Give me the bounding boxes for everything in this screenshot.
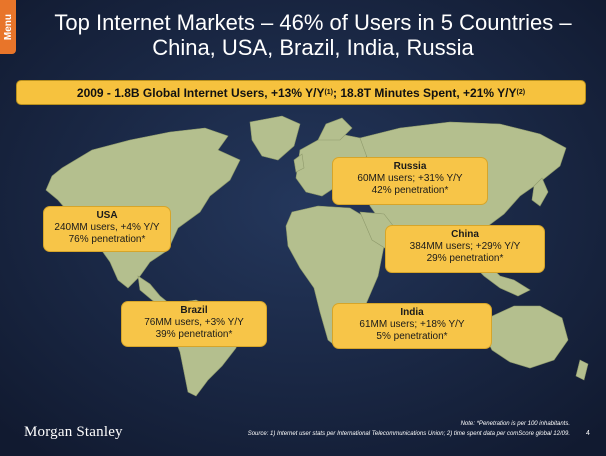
callout-usa: USA 240MM users, +4% Y/Y 76% penetration… — [43, 206, 171, 252]
banner-text-1: 2009 - 1.8B Global Internet Users, +13% … — [76, 85, 325, 100]
summary-banner: 2009 - 1.8B Global Internet Users, +13% … — [16, 80, 586, 105]
callout-china-line2: 29% penetration* — [426, 253, 504, 264]
callout-russia-line2: 42% penetration* — [371, 185, 449, 196]
callout-india-line2: 5% penetration* — [376, 331, 448, 342]
callout-brazil-line2: 39% penetration* — [155, 329, 233, 340]
footnote-source: Source: 1) Internet user stats per Inter… — [247, 431, 570, 437]
uk-shape — [293, 153, 305, 173]
morgan-stanley-logo: Morgan Stanley — [24, 424, 123, 440]
banner-footnote-2: (2) — [516, 89, 526, 96]
callout-china: China 384MM users; +29% Y/Y 29% penetrat… — [385, 225, 545, 273]
callout-usa-name: USA — [96, 210, 118, 221]
callout-russia-name: Russia — [393, 161, 427, 172]
japan-shape — [531, 177, 549, 207]
title-line-1: Top Internet Markets – 46% of Users in 5… — [54, 10, 572, 35]
callout-china-line1: 384MM users; +29% Y/Y — [409, 241, 521, 252]
menu-tab[interactable]: Menu — [0, 0, 16, 54]
banner-text-2: ; 18.8T Minutes Spent, +21% Y/Y — [333, 85, 517, 100]
callout-china-name: China — [451, 229, 479, 240]
callout-usa-line1: 240MM users, +4% Y/Y — [54, 222, 160, 233]
australia-shape — [483, 305, 569, 369]
callout-russia-line1: 60MM users; +31% Y/Y — [357, 173, 463, 184]
footnote-penetration: Note: *Penetration is per 100 inhabitant… — [460, 421, 570, 427]
callout-russia: Russia 60MM users; +31% Y/Y 42% penetrat… — [332, 157, 488, 205]
page-number: 4 — [586, 430, 590, 437]
menu-label: Menu — [2, 13, 14, 41]
callout-brazil: Brazil 76MM users, +3% Y/Y 39% penetrati… — [121, 301, 267, 347]
scandinavia-shape — [317, 117, 353, 141]
banner-footnote-1: (1) — [324, 89, 334, 96]
callout-india-name: India — [400, 307, 424, 318]
title-line-2: China, USA, Brazil, India, Russia — [152, 35, 474, 60]
callout-brazil-line1: 76MM users, +3% Y/Y — [144, 317, 244, 328]
new-zealand-shape — [575, 359, 589, 381]
slide-title: Top Internet Markets – 46% of Users in 5… — [20, 10, 606, 60]
callout-usa-line2: 76% penetration* — [68, 234, 146, 245]
callout-india: India 61MM users; +18% Y/Y 5% penetratio… — [332, 303, 492, 349]
callout-brazil-name: Brazil — [180, 305, 208, 316]
callout-india-line1: 61MM users; +18% Y/Y — [359, 319, 465, 330]
greenland-shape — [249, 115, 301, 161]
